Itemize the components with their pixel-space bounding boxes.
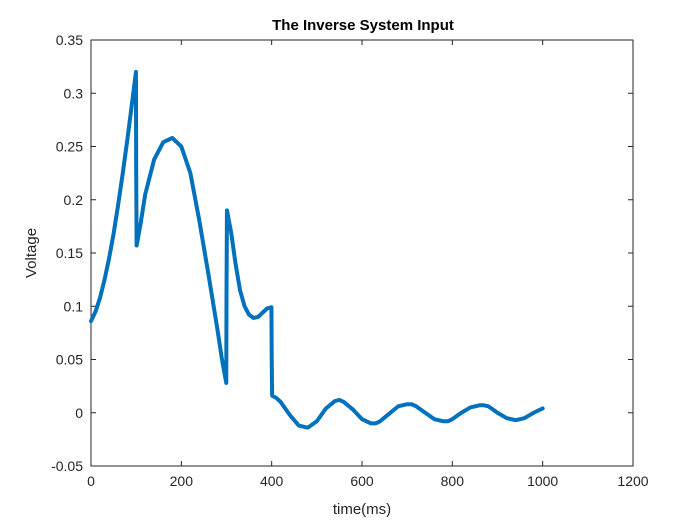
- y-tick-label: 0: [75, 405, 83, 421]
- x-axis-label: time(ms): [333, 501, 391, 518]
- x-tick-label: 200: [170, 473, 194, 489]
- y-tick-label: 0.25: [56, 139, 83, 155]
- series-line: [89, 69, 545, 430]
- y-axis-label: Voltage: [23, 228, 40, 278]
- y-tick-label: 0.05: [56, 352, 83, 368]
- x-tick-label: 1200: [617, 473, 648, 489]
- y-tick-label: 0.1: [64, 298, 84, 314]
- x-tick-label: 400: [260, 473, 284, 489]
- x-tick-label: 1000: [527, 473, 558, 489]
- plot-area: [90, 39, 634, 467]
- y-tick-label: -0.05: [51, 458, 83, 474]
- y-tick-label: 0.15: [56, 245, 83, 261]
- y-tick-label: 0.3: [64, 85, 84, 101]
- y-tick-label: 0.35: [56, 32, 83, 48]
- x-tick-label: 800: [441, 473, 465, 489]
- axis-tick-labels: 0 200 400 600 800 1000 1200-0.0500.050.10.150.…: [51, 32, 649, 489]
- x-tick-label: 0: [87, 473, 95, 489]
- y-tick-label: 0.2: [64, 192, 84, 208]
- x-tick-label: 600: [350, 473, 374, 489]
- axis-ticks: [90, 39, 634, 467]
- chart-title: The Inverse System Input: [272, 17, 454, 34]
